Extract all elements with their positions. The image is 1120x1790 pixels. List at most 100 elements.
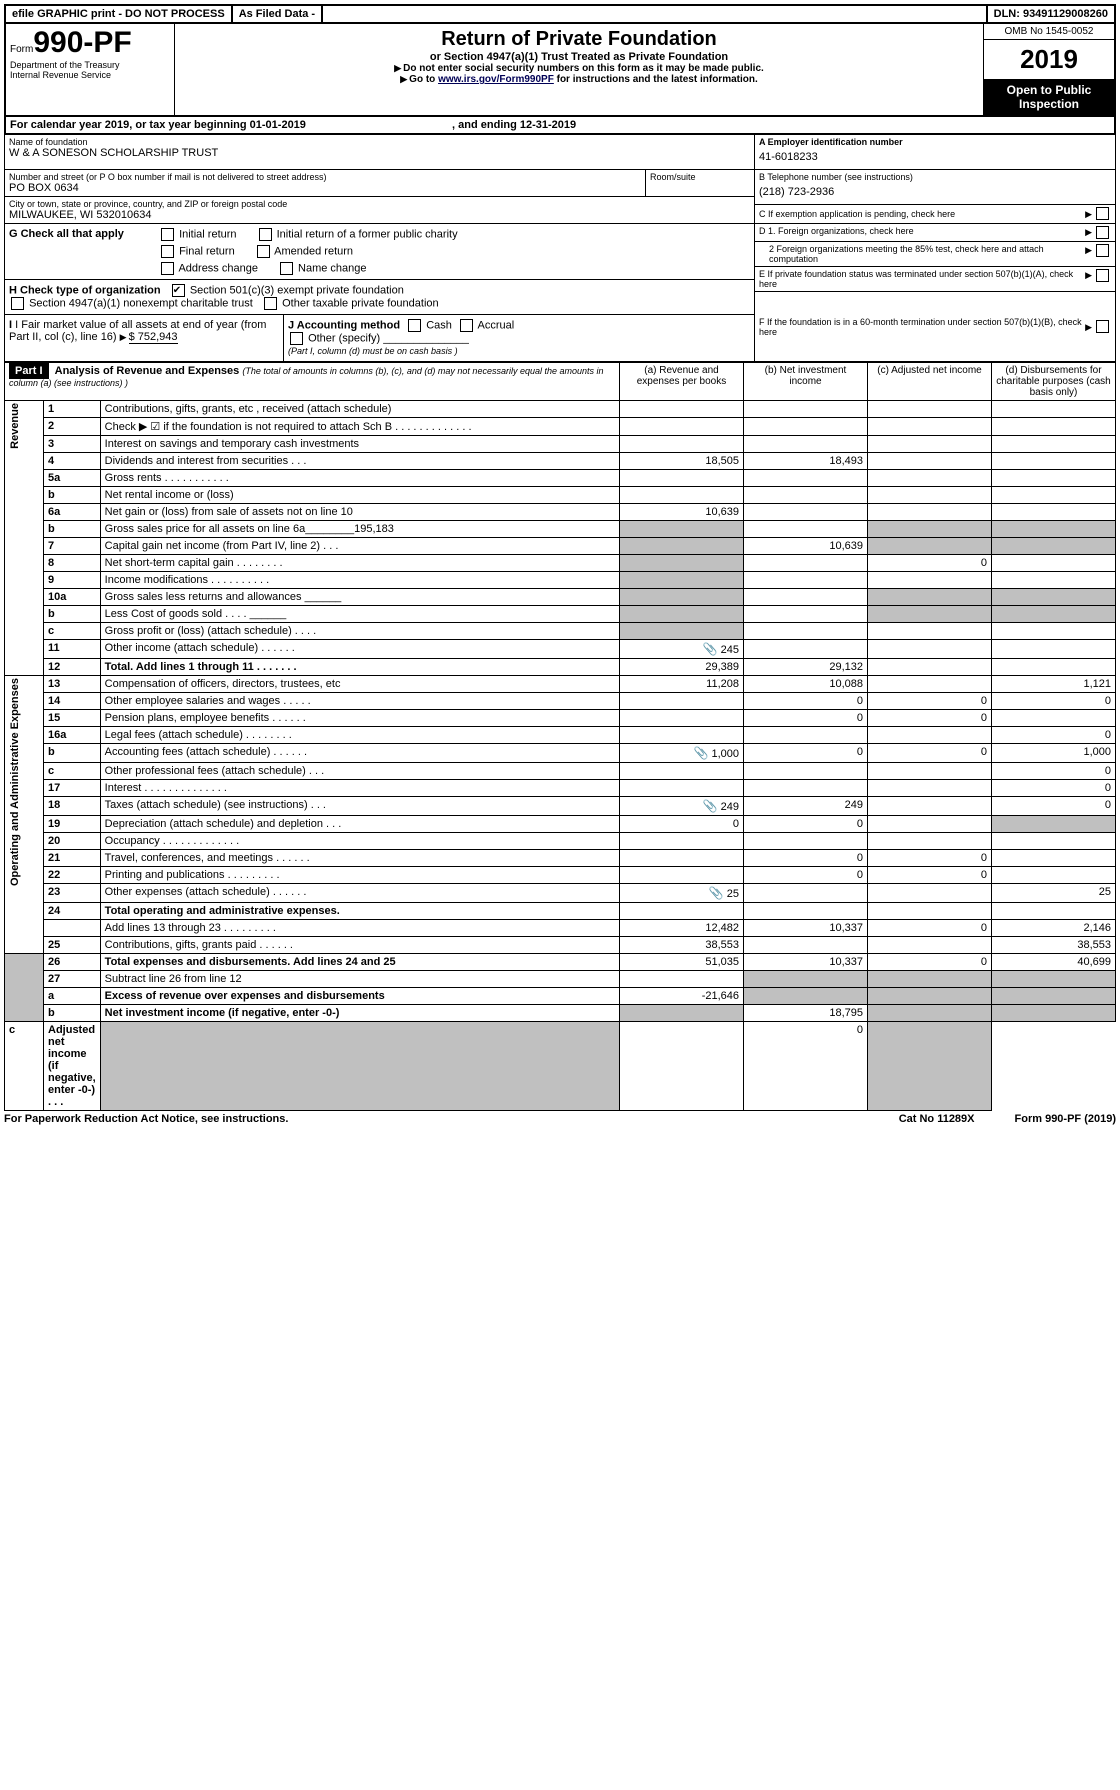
g-initial-checkbox[interactable] (161, 228, 174, 241)
cell-b: 10,337 (744, 954, 868, 971)
cell-c (868, 487, 992, 504)
form-title: Return of Private Foundation (179, 28, 979, 51)
g-name-checkbox[interactable] (280, 262, 293, 275)
f-checkbox[interactable] (1096, 320, 1109, 333)
cell-d (992, 555, 1116, 572)
ein-label: A Employer identification number (759, 137, 1111, 147)
note1: Do not enter social security numbers on … (403, 63, 764, 74)
cell-d (992, 589, 1116, 606)
cell-b (744, 833, 868, 850)
line-number: 8 (44, 555, 101, 572)
h-o1: Section 501(c)(3) exempt private foundat… (190, 284, 404, 296)
year-block: OMB No 1545-0052 2019 Open to Public Ins… (983, 24, 1114, 115)
cell-c (868, 763, 992, 780)
line-desc: Taxes (attach schedule) (see instruction… (100, 797, 619, 816)
i-label: I (9, 319, 12, 331)
cell-c (868, 816, 992, 833)
cell-a (620, 971, 744, 988)
cell-d (992, 833, 1116, 850)
table-row: 27Subtract line 26 from line 12 (5, 971, 1116, 988)
cell-d (992, 606, 1116, 623)
cell-a (100, 1022, 619, 1111)
addr-text: PO BOX 0634 (9, 182, 641, 194)
h-label: H Check type of organization (9, 284, 161, 296)
line-number: 14 (44, 693, 101, 710)
line-desc: Gross sales price for all assets on line… (100, 521, 619, 538)
cell-a (620, 1005, 744, 1022)
line-desc: Check ▶ ☑ if the foundation is not requi… (100, 418, 619, 436)
form-number: 990-PF (33, 26, 131, 59)
d2-checkbox[interactable] (1096, 244, 1109, 257)
cell-a: 📎 245 (620, 640, 744, 659)
table-row: 10aGross sales less returns and allowanc… (5, 589, 1116, 606)
opex-label: Operating and Administrative Expenses (9, 678, 21, 886)
line-number: 15 (44, 710, 101, 727)
c-checkbox[interactable] (1096, 207, 1109, 220)
cell-c (868, 572, 992, 589)
table-row: 23Other expenses (attach schedule) . . .… (5, 884, 1116, 903)
line-number: 26 (44, 954, 101, 971)
line-desc: Other professional fees (attach schedule… (100, 763, 619, 780)
line-number: 19 (44, 816, 101, 833)
line-desc: Contributions, gifts, grants, etc , rece… (100, 401, 619, 418)
line-number: b (44, 487, 101, 504)
line-number: 10a (44, 589, 101, 606)
h-o2: Section 4947(a)(1) nonexempt charitable … (29, 297, 253, 309)
line-number: 9 (44, 572, 101, 589)
i-value: $ 752,943 (129, 331, 178, 344)
line-desc: Income modifications . . . . . . . . . . (100, 572, 619, 589)
cell-d (992, 572, 1116, 589)
j-cash-checkbox[interactable] (408, 319, 421, 332)
part1-title: Analysis of Revenue and Expenses (55, 365, 240, 377)
line-number: c (5, 1022, 44, 1111)
cell-a: 29,389 (620, 659, 744, 676)
cell-a (620, 606, 744, 623)
cell-a (620, 727, 744, 744)
j-accrual: Accrual (478, 319, 515, 331)
entity-block: Name of foundation W & A SONESON SCHOLAR… (4, 135, 1116, 224)
table-row: Revenue1Contributions, gifts, grants, et… (5, 401, 1116, 418)
attachment-icon: 📎 (703, 642, 718, 656)
g-amended-checkbox[interactable] (257, 245, 270, 258)
table-row: 5aGross rents . . . . . . . . . . . (5, 470, 1116, 487)
h-4947-checkbox[interactable] (11, 297, 24, 310)
irs-link[interactable]: www.irs.gov/Form990PF (438, 74, 554, 85)
h-501c3-checkbox[interactable] (172, 284, 185, 297)
line-number: 6a (44, 504, 101, 521)
line-desc: Contributions, gifts, grants paid . . . … (100, 937, 619, 954)
cell-c (868, 470, 992, 487)
d1-checkbox[interactable] (1096, 226, 1109, 239)
line-desc: Less Cost of goods sold . . . . ______ (100, 606, 619, 623)
g-final-checkbox[interactable] (161, 245, 174, 258)
footer-mid: Cat No 11289X (899, 1113, 975, 1125)
cell-c (868, 1005, 992, 1022)
j-accrual-checkbox[interactable] (460, 319, 473, 332)
line-number: 24 (44, 903, 101, 920)
j-other-checkbox[interactable] (290, 332, 303, 345)
table-row: 22Printing and publications . . . . . . … (5, 867, 1116, 884)
table-row: 17Interest . . . . . . . . . . . . . .0 (5, 780, 1116, 797)
j-other: Other (specify) (308, 332, 380, 344)
cell-b (744, 937, 868, 954)
g-address-checkbox[interactable] (161, 262, 174, 275)
h-other-checkbox[interactable] (264, 297, 277, 310)
line-desc: Adjusted net income (if negative, enter … (44, 1022, 101, 1111)
e-checkbox[interactable] (1096, 269, 1109, 282)
cell-b: 29,132 (744, 659, 868, 676)
g-initial-former-checkbox[interactable] (259, 228, 272, 241)
cell-b (744, 470, 868, 487)
table-row: 9Income modifications . . . . . . . . . … (5, 572, 1116, 589)
cell-b (744, 727, 868, 744)
col-a-header: (a) Revenue and expenses per books (620, 363, 744, 401)
cell-b (744, 971, 868, 988)
cell-c (868, 606, 992, 623)
cell-a (620, 538, 744, 555)
cell-d: 40,699 (992, 954, 1116, 971)
cell-b (744, 521, 868, 538)
dln-text: DLN: 93491129008260 (986, 6, 1114, 22)
cell-c: 0 (744, 1022, 868, 1111)
attachment-icon: 📎 (709, 886, 724, 900)
section-e: E If private foundation status was termi… (759, 269, 1085, 289)
line-number: 18 (44, 797, 101, 816)
cell-c (868, 797, 992, 816)
